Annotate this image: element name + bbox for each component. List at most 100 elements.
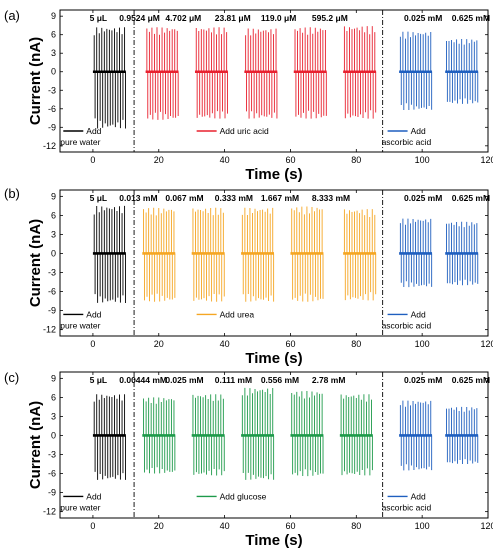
x-tick-label: 0 <box>90 339 95 349</box>
x-tick-label: 120 <box>480 521 493 531</box>
signal-spikes-4 <box>291 391 324 477</box>
x-axis-label: Time (s) <box>245 532 302 549</box>
concentration-label: 0.025 mM <box>404 375 442 385</box>
y-tick-label: 0 <box>51 430 56 440</box>
concentration-label: 0.00444 mM <box>119 375 167 385</box>
concentration-label: 0.025 mM <box>404 193 442 203</box>
y-tick-label: 6 <box>51 30 56 40</box>
signal-spikes-1 <box>146 27 179 120</box>
signal-spikes-3 <box>241 207 275 302</box>
panel-1: (b) -12 -9 -6 -3 0 3 6 9 0 20 40 60 80 100 120 Current (… <box>4 186 493 367</box>
y-tick-label: -9 <box>48 122 56 132</box>
y-tick-label: -3 <box>48 268 56 278</box>
signal-spikes-5 <box>343 26 377 119</box>
y-tick-label: -6 <box>48 104 56 114</box>
signal-spikes-0 <box>93 27 126 129</box>
concentration-label: 0.025 mM <box>404 13 442 23</box>
legend-label-sub: pure water <box>60 502 100 512</box>
concentration-label: 1.667 mM <box>261 193 299 203</box>
concentration-label: 0.625 mM <box>452 13 490 23</box>
x-tick-label: 100 <box>415 521 430 531</box>
y-tick-label: 9 <box>51 11 56 21</box>
x-tick-label: 80 <box>351 155 361 165</box>
y-tick-label: 0 <box>51 67 56 77</box>
x-tick-label: 60 <box>285 339 295 349</box>
concentration-label: 0.556 mM <box>261 375 299 385</box>
plot-frame <box>59 371 489 519</box>
y-tick-label: 9 <box>51 373 56 383</box>
signal-spikes-7 <box>446 406 479 465</box>
legend-label: Add <box>86 126 101 136</box>
signal-spikes-5 <box>343 209 377 301</box>
x-tick-label: 0 <box>90 521 95 531</box>
concentration-label: 0.9524 μM <box>119 13 160 23</box>
y-tick-label: 3 <box>51 48 56 58</box>
y-tick-label: -3 <box>48 450 56 460</box>
concentration-label: 0.025 mM <box>165 375 203 385</box>
legend-label: Add glucose <box>220 491 267 501</box>
x-axis-label: Time (s) <box>245 166 302 183</box>
x-tick-label: 40 <box>220 155 230 165</box>
legend-label-sub: ascorbic acid <box>382 137 432 147</box>
y-tick-label: -9 <box>48 306 56 316</box>
x-tick-label: 80 <box>351 521 361 531</box>
concentration-label: 23.81 μM <box>215 13 251 23</box>
signal-spikes-2 <box>192 207 225 302</box>
concentration-label: 5 μL <box>90 375 107 385</box>
x-tick-label: 120 <box>480 155 493 165</box>
legend-label: Add urea <box>220 309 255 319</box>
y-tick-label: -3 <box>48 85 56 95</box>
y-tick-label: 3 <box>51 229 56 239</box>
x-tick-label: 60 <box>285 521 295 531</box>
concentration-label: 0.111 mM <box>215 375 252 385</box>
panel-label: (c) <box>4 370 19 385</box>
y-tick-label: -12 <box>43 141 56 151</box>
concentration-label: 0.625 mM <box>452 375 490 385</box>
y-tick-label: -12 <box>43 507 56 517</box>
legend-label: Add uric acid <box>220 126 269 136</box>
concentration-label: 0.625 mM <box>452 193 490 203</box>
plot-frame <box>59 9 489 153</box>
x-tick-label: 20 <box>154 339 164 349</box>
panel-label: (a) <box>4 8 20 23</box>
signal-spikes-7 <box>446 221 479 286</box>
x-tick-label: 100 <box>415 155 430 165</box>
legend-label: Add <box>411 126 426 136</box>
concentration-label: 5 μL <box>90 193 107 203</box>
y-tick-label: 3 <box>51 411 56 421</box>
y-tick-label: -9 <box>48 488 56 498</box>
x-tick-label: 20 <box>154 521 164 531</box>
signal-spikes-6 <box>399 31 433 110</box>
concentration-label: 8.333 mM <box>312 193 350 203</box>
x-tick-label: 40 <box>220 339 230 349</box>
legend-label-sub: pure water <box>60 320 100 330</box>
legend-label-sub: pure water <box>60 137 100 147</box>
y-axis-label: Current (nA) <box>27 37 44 125</box>
y-tick-label: 0 <box>51 248 56 258</box>
x-tick-label: 40 <box>220 521 230 531</box>
y-axis-label: Current (nA) <box>27 219 44 307</box>
panel-0: (a) -12 -9 -6 -3 0 3 6 9 0 20 40 60 80 100 120 Current (… <box>4 8 493 183</box>
signal-spikes-4 <box>294 27 327 119</box>
x-tick-label: 80 <box>351 339 361 349</box>
y-tick-label: 6 <box>51 210 56 220</box>
signal-spikes-6 <box>399 400 433 471</box>
signal-spikes-3 <box>241 387 275 480</box>
plot-frame <box>59 189 489 337</box>
concentration-label: 595.2 μM <box>312 13 348 23</box>
y-tick-label: -6 <box>48 469 56 479</box>
signal-spikes-3 <box>245 28 278 119</box>
legend-label: Add <box>411 309 426 319</box>
legend-label-sub: ascorbic acid <box>382 320 432 330</box>
signal-spikes-2 <box>192 394 225 476</box>
signal-spikes-0 <box>93 205 126 303</box>
signal-spikes-7 <box>446 39 479 104</box>
signal-spikes-1 <box>143 397 176 474</box>
concentration-label: 4.702 μM <box>165 13 201 23</box>
x-tick-label: 100 <box>415 339 430 349</box>
x-tick-label: 120 <box>480 339 493 349</box>
y-tick-label: 6 <box>51 392 56 402</box>
signal-spikes-0 <box>93 394 126 480</box>
x-tick-label: 20 <box>154 155 164 165</box>
